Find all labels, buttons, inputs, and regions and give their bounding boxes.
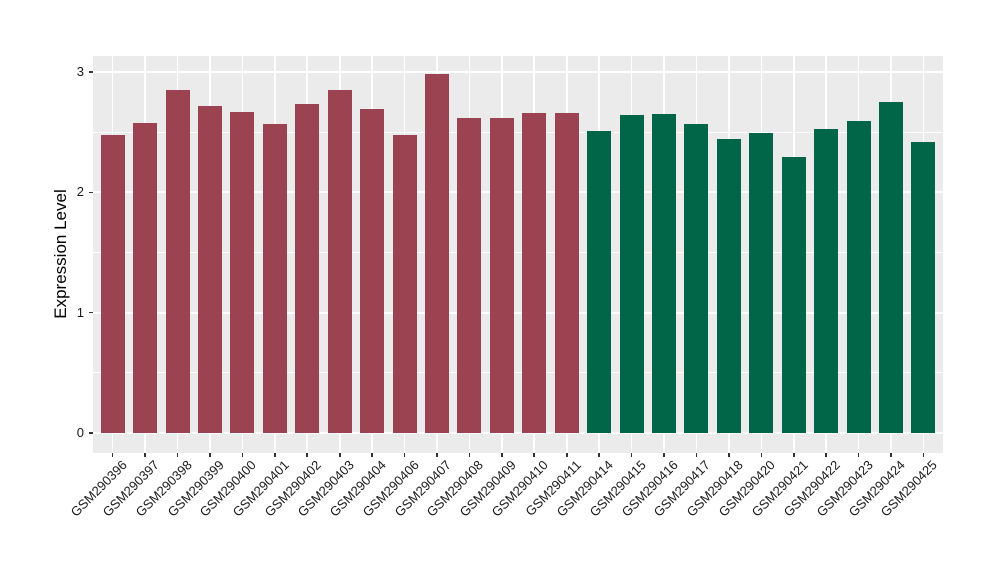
y-tick-label: 3 xyxy=(76,64,84,79)
x-axis-tick xyxy=(533,453,536,457)
bar-GSM290418 xyxy=(716,139,741,433)
x-axis-tick xyxy=(922,453,925,457)
x-axis-tick xyxy=(565,453,568,457)
x-axis-tick xyxy=(728,453,730,457)
bar-GSM290417 xyxy=(684,123,709,433)
x-axis-tick xyxy=(468,453,471,457)
y-tick-label: 1 xyxy=(76,304,84,320)
x-axis-tick xyxy=(695,453,698,457)
bar-GSM290396 xyxy=(100,134,125,433)
bar-GSM290399 xyxy=(197,105,222,433)
bar-GSM290411 xyxy=(554,112,579,433)
y-tick-label: 2 xyxy=(76,184,84,200)
bar-GSM290398 xyxy=(165,90,190,433)
x-axis-tick xyxy=(792,453,795,457)
x-axis-tick xyxy=(111,453,114,457)
gridline-major xyxy=(93,191,943,194)
x-axis-tick xyxy=(274,453,276,457)
bar-GSM290397 xyxy=(133,122,158,433)
bar-GSM290403 xyxy=(327,90,352,433)
bar-GSM290407 xyxy=(425,74,449,433)
bar-GSM290415 xyxy=(619,115,644,433)
bar-GSM290423 xyxy=(846,121,871,433)
x-axis-tick xyxy=(403,453,406,457)
x-axis-tick xyxy=(241,453,244,457)
bar-GSM290408 xyxy=(457,117,482,433)
plot-panel xyxy=(93,56,943,453)
x-axis-tick xyxy=(176,453,179,457)
gridline-minor xyxy=(93,252,943,253)
gridline-minor xyxy=(93,372,943,374)
x-axis-tick xyxy=(144,453,146,457)
bar-GSM290400 xyxy=(230,111,255,433)
gridline-major xyxy=(93,71,943,73)
bar-GSM290425 xyxy=(911,141,936,433)
bar-GSM290404 xyxy=(360,109,385,433)
x-axis-tick xyxy=(760,453,763,457)
x-axis-tick xyxy=(630,453,633,457)
bar-GSM290420 xyxy=(749,133,774,433)
bar-GSM290414 xyxy=(587,130,612,433)
bar-GSM290410 xyxy=(522,112,547,433)
gridline-major xyxy=(93,432,943,434)
x-axis-tick xyxy=(857,453,860,457)
x-axis-tick xyxy=(436,453,438,457)
y-axis-tick xyxy=(88,191,93,194)
x-axis-tick xyxy=(598,453,600,457)
bar-GSM290401 xyxy=(262,123,287,433)
x-axis-tick xyxy=(209,453,211,457)
bar-GSM290402 xyxy=(295,104,320,433)
x-axis-tick xyxy=(663,453,665,457)
bar-GSM290409 xyxy=(489,117,514,433)
bar-GSM290422 xyxy=(814,128,839,433)
gridline-minor xyxy=(93,131,943,133)
y-axis-title: Expression Level xyxy=(51,189,70,319)
x-axis-tick xyxy=(825,453,827,457)
bar-GSM290421 xyxy=(781,157,806,433)
x-axis-tick xyxy=(501,453,503,457)
bar-GSM290424 xyxy=(879,102,904,433)
bar-GSM290406 xyxy=(392,134,417,433)
x-axis-tick xyxy=(306,453,309,457)
y-axis-tick xyxy=(88,311,93,314)
y-tick-label: 0 xyxy=(76,425,84,440)
x-axis-tick xyxy=(371,453,373,457)
y-axis-tick xyxy=(88,432,93,434)
y-axis-tick xyxy=(88,71,93,73)
x-axis-tick xyxy=(338,453,341,457)
bar-GSM290416 xyxy=(652,114,676,433)
x-axis-tick xyxy=(890,453,892,457)
gridline-major xyxy=(93,311,943,314)
